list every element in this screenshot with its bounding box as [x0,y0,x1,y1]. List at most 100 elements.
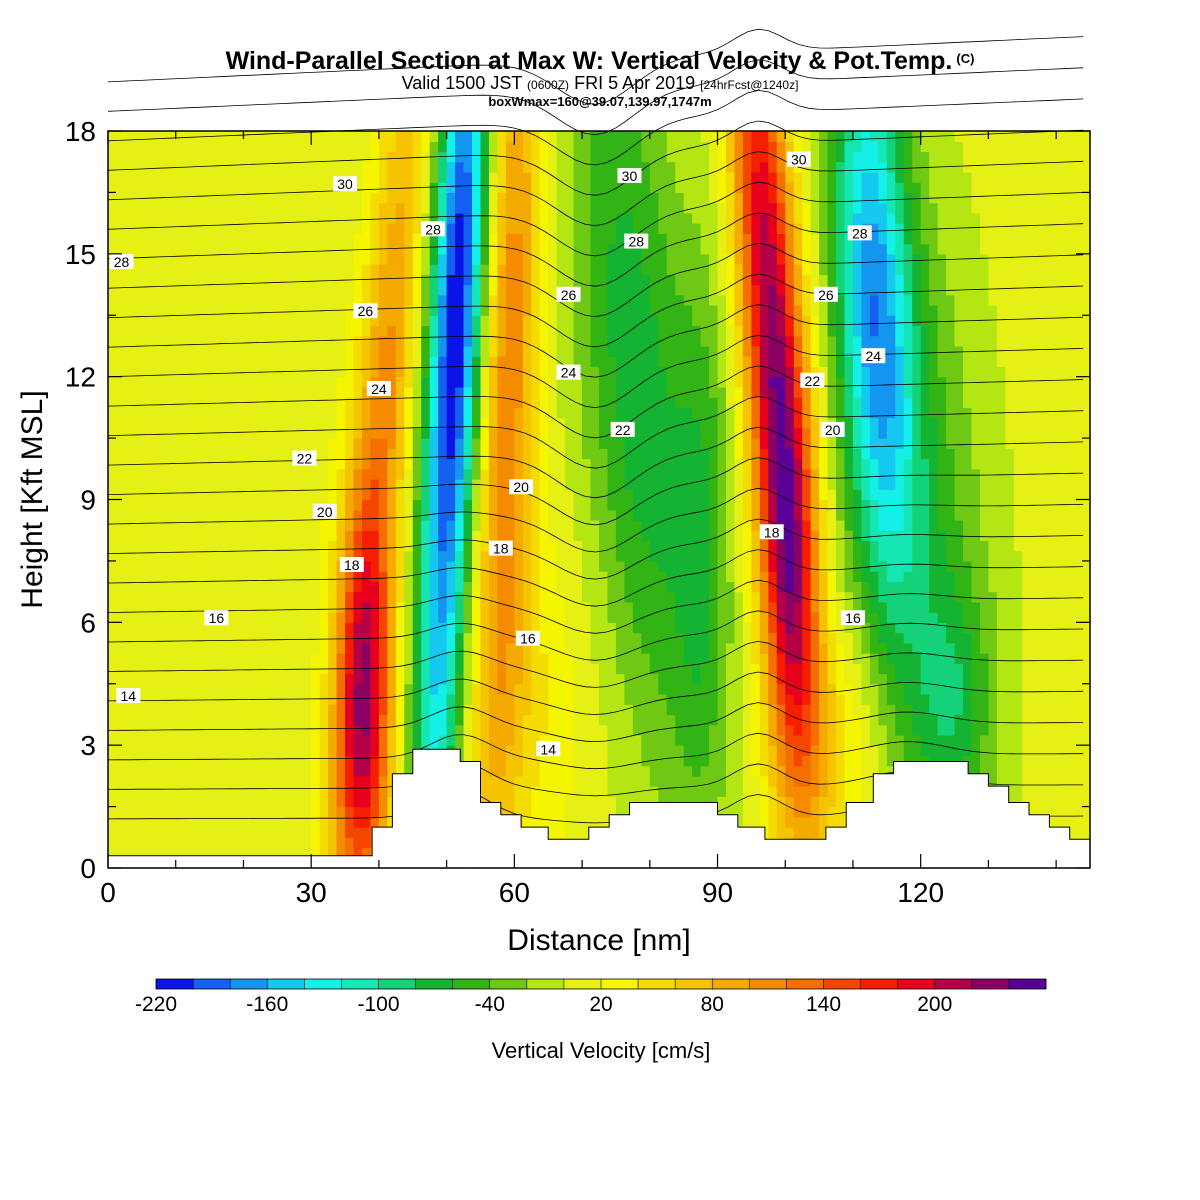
w-cell [446,642,456,654]
w-cell [328,519,338,531]
w-cell [505,601,515,613]
w-cell [700,683,710,695]
w-cell [353,458,363,470]
w-cell [937,479,947,490]
w-cell [937,653,947,664]
w-cell [361,765,372,777]
w-cell [429,438,439,449]
w-cell [497,530,507,542]
w-cell [209,489,219,501]
w-cell [1030,427,1040,439]
w-cell [929,622,939,634]
w-cell [878,653,888,664]
w-cell [996,724,1006,736]
w-cell [412,479,422,490]
w-cell [1064,653,1074,664]
w-cell [277,519,287,531]
w-cell [361,632,372,644]
w-cell [472,673,482,685]
w-cell [1064,816,1074,828]
w-cell [141,632,151,644]
w-cell [175,827,185,838]
w-cell [751,530,761,542]
w-cell [852,468,863,480]
w-cell [429,673,439,685]
w-cell [920,653,930,664]
w-cell [302,714,312,726]
w-cell [497,499,507,511]
w-cell [378,571,388,582]
w-cell [734,571,744,582]
w-cell [353,612,363,623]
w-cell [649,755,659,767]
w-cell [522,714,532,726]
w-cell [954,663,964,675]
w-cell [971,683,981,695]
w-cell [201,622,211,634]
w-cell [819,458,829,470]
w-cell [480,683,490,695]
w-cell [903,448,913,460]
w-cell [768,509,778,521]
w-cell [150,673,160,685]
w-cell [819,765,829,777]
w-cell [717,591,727,603]
w-cell [353,693,363,705]
w-cell [488,642,499,654]
w-cell [785,612,795,623]
w-cell [1047,714,1057,726]
w-cell [709,642,719,654]
w-cell [785,745,795,757]
w-cell [903,755,913,767]
w-cell [514,560,524,572]
w-cell [954,438,964,449]
w-cell [819,693,829,705]
w-cell [920,704,930,716]
w-cell [649,673,659,685]
w-cell [497,468,507,480]
w-cell [717,601,727,613]
w-cell [768,540,778,552]
w-cell [395,530,405,542]
w-cell [1056,612,1066,623]
w-cell [963,489,973,501]
w-cell [336,806,346,818]
w-cell [361,653,372,664]
w-cell [793,673,803,685]
w-cell [1047,479,1057,490]
w-cell [387,519,397,531]
w-cell [514,765,524,777]
w-cell [1022,458,1032,470]
w-cell [861,448,871,460]
w-cell [810,673,820,685]
w-cell [802,479,812,490]
w-cell [700,693,710,705]
w-cell [438,693,448,705]
w-cell [175,468,185,480]
w-cell [463,489,473,501]
w-cell [929,550,939,562]
w-cell [133,509,143,521]
w-cell [505,489,515,501]
w-cell [455,601,465,613]
w-cell [226,827,236,838]
w-cell [895,540,905,552]
w-cell [861,550,871,562]
w-cell [802,458,812,470]
w-cell [734,427,744,439]
w-cell [785,693,795,705]
w-cell [700,540,710,552]
w-cell [361,550,372,562]
w-cell [912,448,922,460]
w-cell [336,642,346,654]
w-cell [251,581,261,593]
w-cell [1064,601,1074,613]
w-cell [886,714,896,726]
w-cell [615,458,625,470]
w-cell [886,499,896,511]
w-cell [201,796,211,808]
w-cell [565,653,575,664]
w-cell [607,612,617,623]
w-cell [615,745,625,757]
w-cell [827,724,837,736]
